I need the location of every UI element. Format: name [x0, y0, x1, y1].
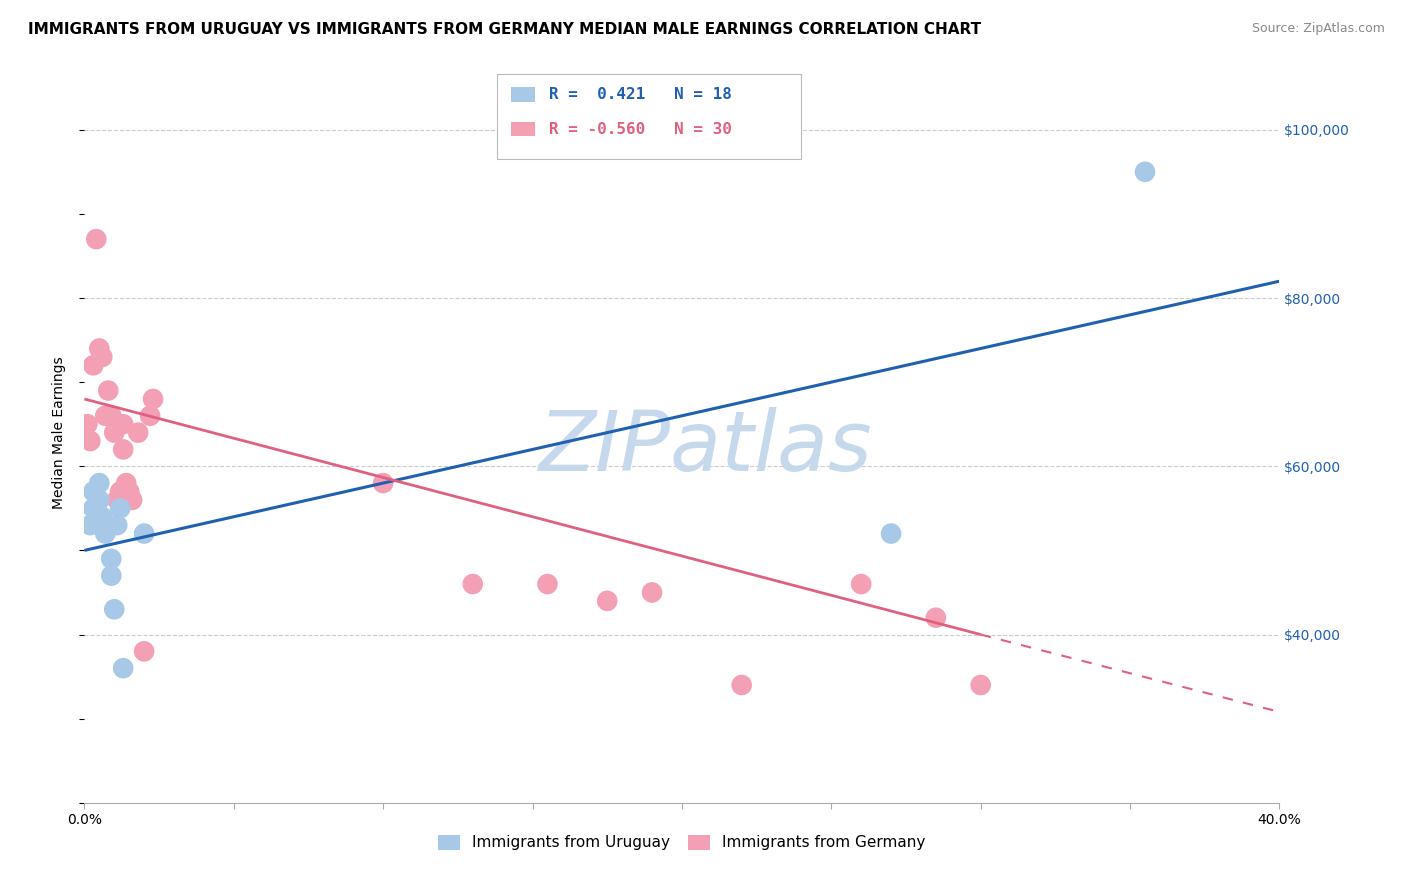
Point	[110, 501, 132, 516]
Text: Source: ZipAtlas.com: Source: ZipAtlas.com	[1251, 22, 1385, 36]
Point	[880, 526, 903, 541]
FancyBboxPatch shape	[510, 87, 534, 102]
Point	[82, 359, 104, 373]
Point	[121, 492, 143, 507]
Point	[925, 610, 948, 624]
Point	[112, 442, 135, 457]
Text: R =  0.421   N = 18: R = 0.421 N = 18	[550, 87, 733, 102]
FancyBboxPatch shape	[496, 73, 801, 159]
Point	[89, 492, 111, 507]
Text: IMMIGRANTS FROM URUGUAY VS IMMIGRANTS FROM GERMANY MEDIAN MALE EARNINGS CORRELAT: IMMIGRANTS FROM URUGUAY VS IMMIGRANTS FR…	[28, 22, 981, 37]
Point	[82, 484, 104, 499]
Point	[103, 602, 125, 616]
Point	[115, 476, 138, 491]
Point	[132, 644, 156, 658]
Point	[105, 518, 128, 533]
Point	[112, 661, 135, 675]
Point	[536, 577, 558, 591]
Point	[461, 577, 484, 591]
Legend: Immigrants from Uruguay, Immigrants from Germany: Immigrants from Uruguay, Immigrants from…	[430, 827, 934, 858]
Point	[79, 518, 101, 533]
Y-axis label: Median Male Earnings: Median Male Earnings	[52, 356, 66, 509]
Point	[97, 518, 120, 533]
Point	[89, 342, 111, 356]
Point	[105, 492, 128, 507]
Point	[851, 577, 873, 591]
Point	[100, 409, 122, 423]
Point	[970, 678, 993, 692]
Point	[79, 434, 101, 448]
Point	[76, 417, 98, 432]
Point	[97, 384, 120, 398]
Point	[100, 568, 122, 582]
Point	[731, 678, 754, 692]
Point	[112, 417, 135, 432]
Point	[118, 484, 141, 499]
Text: R = -0.560   N = 30: R = -0.560 N = 30	[550, 121, 733, 136]
Point	[641, 585, 664, 599]
Point	[132, 526, 156, 541]
Point	[94, 526, 117, 541]
Point	[139, 409, 162, 423]
Point	[373, 476, 395, 491]
Point	[91, 509, 114, 524]
Point	[127, 425, 149, 440]
Point	[82, 501, 104, 516]
Point	[91, 350, 114, 364]
Point	[100, 551, 122, 566]
Point	[103, 425, 125, 440]
Text: ZIPatlas: ZIPatlas	[538, 407, 873, 488]
Point	[89, 476, 111, 491]
Point	[1133, 165, 1156, 179]
Point	[142, 392, 165, 406]
Point	[86, 232, 108, 246]
Point	[110, 484, 132, 499]
FancyBboxPatch shape	[510, 121, 534, 136]
Point	[94, 409, 117, 423]
Point	[596, 594, 619, 608]
Point	[86, 501, 108, 516]
